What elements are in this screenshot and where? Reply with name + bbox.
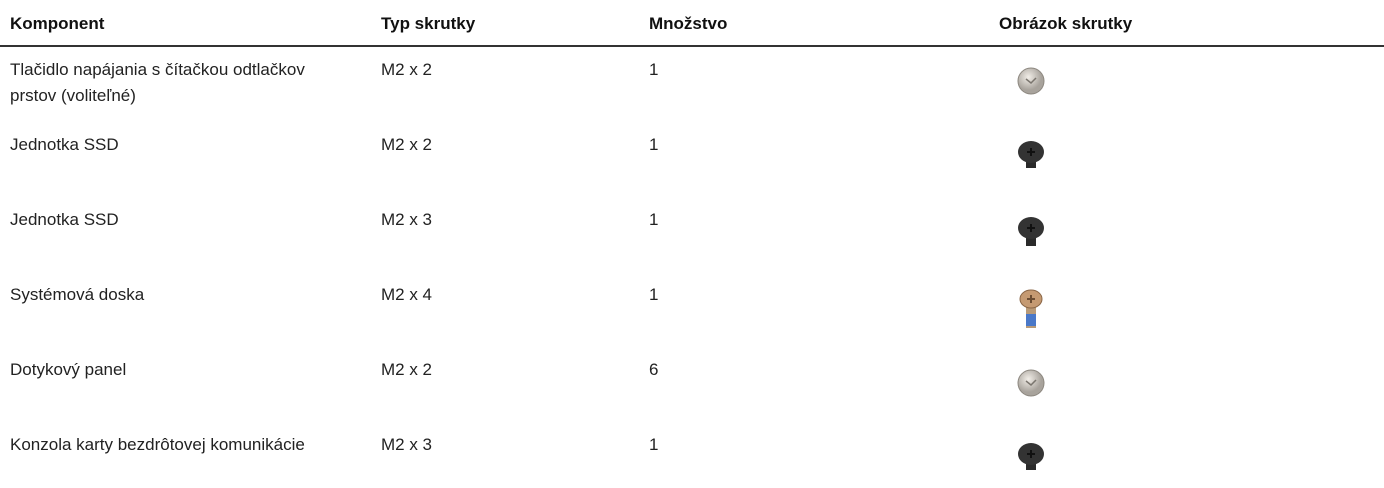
component: Jednotka SSD	[10, 132, 310, 158]
quantity: 1	[649, 282, 979, 308]
quantity: 1	[649, 207, 979, 233]
component: Dotykový panel	[10, 357, 310, 383]
page: Komponent Typ skrutky Množstvo Obrázok skru…	[0, 0, 1384, 488]
screw-image	[1016, 138, 1046, 172]
column-header: Množstvo	[649, 11, 979, 37]
screw-type: M2 x 2	[381, 57, 631, 83]
screw-image	[1016, 66, 1046, 96]
screw-image	[1018, 288, 1044, 332]
screw-type: M2 x 4	[381, 282, 631, 308]
quantity: 6	[649, 357, 979, 383]
screw-image	[1016, 440, 1046, 474]
screw-image	[1016, 368, 1046, 398]
screw-type: M2 x 2	[381, 357, 631, 383]
screw-type: M2 x 3	[381, 207, 631, 233]
screw-type: M2 x 2	[381, 132, 631, 158]
quantity: 1	[649, 432, 979, 458]
component: Tlačidlo napájania s čítačkou odtlačkov …	[10, 57, 310, 109]
quantity: 1	[649, 132, 979, 158]
column-header: Typ skrutky	[381, 11, 631, 37]
component: Konzola karty bezdrôtovej komunikácie	[10, 432, 310, 458]
column-header: Komponent	[10, 11, 350, 37]
component: Jednotka SSD	[10, 207, 310, 233]
screw-image	[1016, 214, 1046, 248]
header-rule	[0, 45, 1384, 47]
screw-type: M2 x 3	[381, 432, 631, 458]
quantity: 1	[649, 57, 979, 83]
component: Systémová doska	[10, 282, 310, 308]
column-header: Obrázok skrutky	[999, 11, 1369, 37]
